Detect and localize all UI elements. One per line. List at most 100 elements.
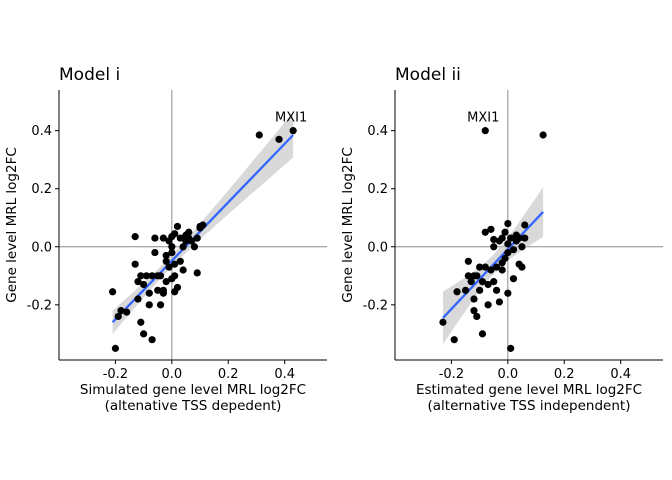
data-point (492, 263, 501, 271)
data-point (123, 308, 131, 316)
data-point (193, 234, 201, 242)
x-axis-title: Simulated gene level MRL log2FC (80, 382, 306, 398)
panel-title: Model ii (395, 65, 461, 85)
data-point (478, 330, 487, 338)
x-tick-label: 0.2 (218, 367, 239, 382)
data-point (179, 243, 187, 251)
data-point (187, 237, 196, 245)
data-point (487, 225, 495, 233)
data-point (539, 131, 547, 139)
data-point (151, 234, 159, 242)
data-point (162, 278, 170, 286)
data-point (148, 336, 156, 344)
data-point (487, 266, 495, 274)
data-point (176, 234, 184, 242)
data-point (199, 221, 207, 229)
x-tick-label: -0.2 (439, 367, 464, 382)
data-point (137, 318, 145, 326)
data-point (171, 230, 179, 238)
x-tick-label: 0.0 (161, 367, 182, 382)
data-point (289, 127, 297, 135)
x-tick-label: 0.0 (497, 367, 518, 382)
data-point (521, 221, 529, 229)
data-point (168, 248, 176, 257)
data-point (142, 272, 151, 280)
y-tick-label: 0.4 (367, 124, 388, 139)
data-point (504, 289, 512, 297)
data-point (154, 286, 162, 294)
panel-model-i: Model i Simulated gene level MRL log2FC … (4, 65, 327, 414)
data-point (171, 260, 179, 268)
data-point (473, 312, 481, 321)
y-tick-label: -0.2 (27, 298, 52, 313)
data-point (461, 286, 470, 294)
data-point (162, 257, 170, 265)
data-point (470, 272, 478, 280)
data-points (109, 127, 297, 352)
data-point (504, 219, 512, 228)
data-point (504, 240, 512, 248)
x-axis-subtitle: (altenative TSS depedent) (105, 398, 282, 414)
y-tick-label: 0.0 (31, 240, 52, 255)
data-point (464, 257, 472, 265)
data-point (470, 295, 478, 303)
data-point (134, 278, 142, 286)
data-point (467, 278, 475, 286)
data-point (275, 135, 283, 143)
plot-area: MXI1 (59, 90, 327, 360)
data-point (490, 235, 498, 244)
data-point (109, 288, 117, 296)
data-point (507, 234, 515, 242)
data-point (171, 272, 179, 280)
x-tick-label: 0.4 (274, 367, 295, 382)
x-tick-label: -0.2 (103, 367, 128, 382)
data-point (484, 280, 492, 289)
data-point (518, 243, 526, 251)
data-point (193, 269, 201, 277)
data-point (159, 286, 167, 294)
y-tick-label: -0.2 (363, 298, 388, 313)
data-point (507, 344, 515, 352)
data-point (148, 272, 156, 280)
y-tick-label: 0.2 (31, 182, 52, 197)
data-point (255, 131, 263, 139)
data-point (509, 275, 518, 283)
data-point (131, 233, 139, 241)
x-axis-subtitle: (alternative TSS independent) (428, 398, 631, 414)
data-point (159, 234, 167, 242)
data-point (490, 243, 498, 251)
data-points (439, 127, 547, 352)
data-point (453, 288, 461, 296)
data-point (145, 301, 153, 309)
data-point (481, 228, 489, 236)
y-tick-label: 0.0 (367, 240, 388, 255)
annotation-label: MXI1 (275, 111, 307, 126)
data-point (156, 272, 165, 280)
data-point (168, 243, 176, 251)
data-point (171, 288, 179, 296)
data-point (190, 243, 199, 251)
data-point (151, 248, 159, 257)
data-point (464, 272, 472, 280)
y-axis-title: Gene level MRL log2FC (340, 147, 356, 303)
data-point (481, 263, 489, 271)
data-point (140, 330, 148, 338)
data-point (439, 318, 447, 326)
data-point (179, 266, 187, 274)
data-point (504, 248, 512, 257)
data-point (173, 222, 182, 231)
x-tick-label: 0.2 (554, 367, 575, 382)
data-point (490, 278, 498, 286)
data-point (498, 234, 506, 242)
data-point (165, 263, 173, 271)
data-point (495, 298, 503, 306)
data-point (134, 295, 142, 303)
data-point (137, 272, 145, 280)
y-tick-label: 0.2 (367, 182, 388, 197)
data-point (476, 263, 484, 271)
data-point (509, 246, 518, 254)
data-point (484, 301, 492, 309)
data-point (518, 263, 526, 271)
data-point (492, 286, 501, 294)
